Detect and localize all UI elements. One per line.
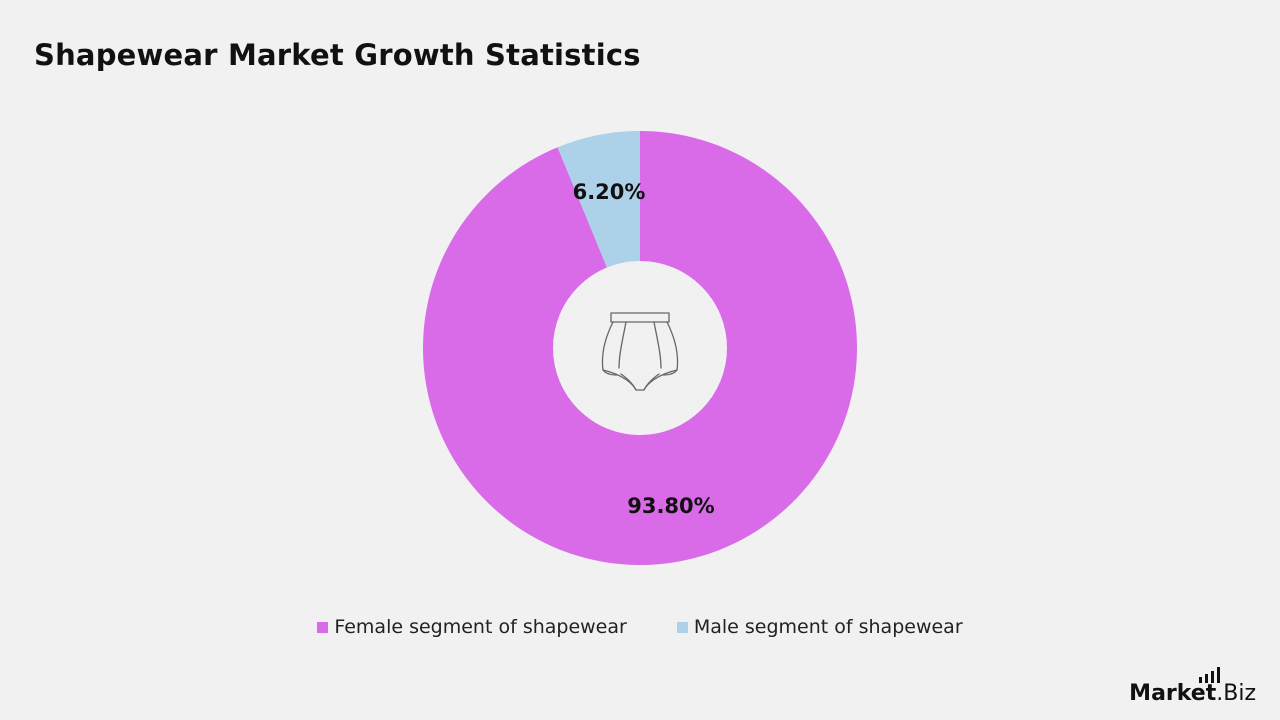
legend: Female segment of shapewear Male segment… <box>0 616 1280 638</box>
data-label-female: 93.80% <box>627 494 714 518</box>
brand-logo: Market .Biz <box>1129 667 1256 706</box>
legend-item-female: Female segment of shapewear <box>317 616 627 638</box>
shapewear-briefs-icon <box>601 312 679 391</box>
legend-swatch-male <box>676 621 688 633</box>
brand-name-part1: Market <box>1129 681 1217 706</box>
chart-title: Shapewear Market Growth Statistics <box>34 38 641 72</box>
brand-name-part2: .Biz <box>1216 681 1256 706</box>
data-label-male: 6.20% <box>573 180 646 204</box>
legend-item-male: Male segment of shapewear <box>676 616 963 638</box>
donut-chart: 93.80% 6.20% <box>423 131 857 565</box>
bar-chart-icon <box>1199 667 1221 683</box>
legend-label-male: Male segment of shapewear <box>693 616 963 638</box>
donut-hole <box>553 261 727 435</box>
legend-swatch-female <box>317 621 329 633</box>
legend-label-female: Female segment of shapewear <box>334 616 627 638</box>
